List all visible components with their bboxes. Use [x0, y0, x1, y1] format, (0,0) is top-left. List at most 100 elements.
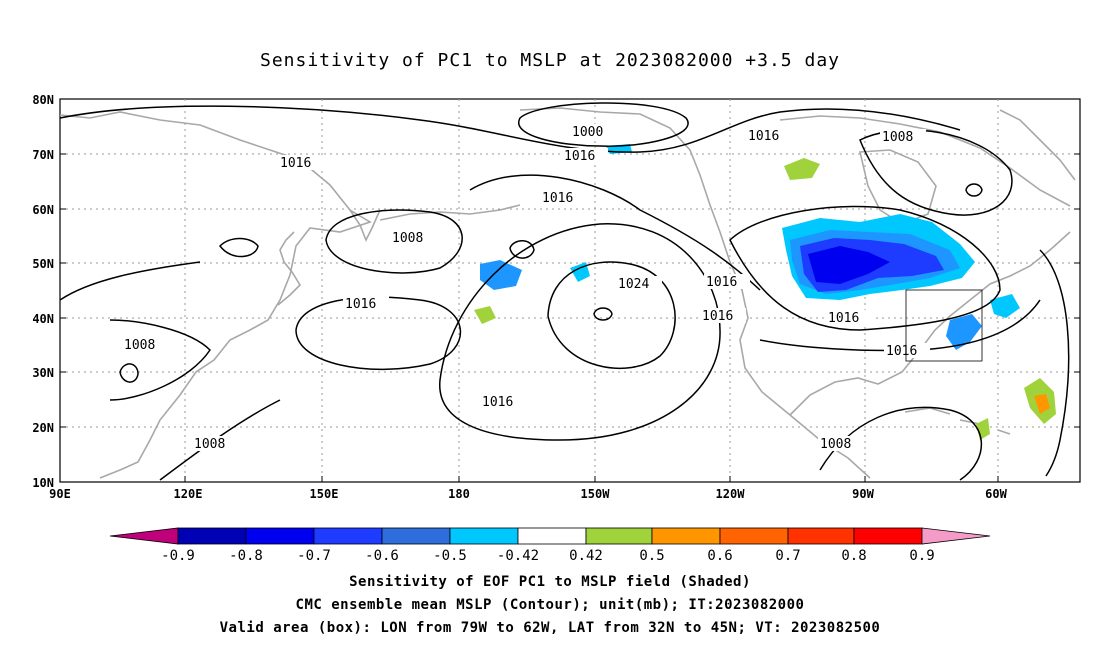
negative-sensitivity-atlantic: [990, 294, 1020, 318]
contour-label: 1008: [392, 231, 423, 246]
contour-label: 1016: [748, 129, 779, 144]
negative-sensitivity-pacific: [480, 260, 522, 290]
colorbar-bin: [517, 527, 587, 545]
contour-low-small-1: [593, 307, 613, 321]
lon-tick-label: 180: [448, 487, 470, 501]
colorbar-bin: [381, 527, 451, 545]
lon-tick-label: 120W: [716, 487, 746, 501]
contour-label: 1016: [828, 311, 859, 326]
contour-label: 1016: [542, 191, 573, 206]
japan-coast: [277, 231, 302, 306]
latitude-labels: 80N 70N 60N 50N 40N 30N 20N 10N: [32, 93, 54, 490]
lat-tick-label: 80N: [32, 93, 54, 107]
contour-label: 1000: [572, 125, 603, 140]
colorbar-label: 0.7: [775, 548, 800, 564]
colorbar-neg-end: [109, 527, 179, 545]
colorbar-label: 0.5: [639, 548, 664, 564]
caption-contour: CMC ensemble mean MSLP (Contour); unit(m…: [295, 597, 805, 613]
contour-label: 1016: [280, 156, 311, 171]
contour-1016-ridge: [469, 174, 761, 291]
lon-tick-label: 90W: [852, 487, 874, 501]
contour-1016-subtropical: [295, 296, 461, 371]
hudson-bay: [859, 149, 937, 225]
valid-area-box: [905, 289, 983, 362]
colorbar-bin: [245, 527, 315, 545]
lat-tick-label: 40N: [32, 312, 54, 326]
contour-label: 1008: [882, 130, 913, 145]
caption-valid-area: Valid area (box): LON from 79W to 62W, L…: [219, 620, 881, 636]
lat-tick-label: 60N: [32, 203, 54, 217]
contour-1008-mexico: [819, 406, 983, 481]
colorbar-bin: [787, 527, 855, 545]
sensitivity-shading: [474, 144, 1056, 440]
negative-sensitivity-east: [946, 314, 982, 350]
contour-labels: 1000 1016 1016 1008 1016 1008 1016 1024 …: [122, 124, 930, 452]
positive-sensitivity-atlantic-core: [1034, 394, 1050, 414]
lon-tick-label: 60W: [985, 487, 1007, 501]
lon-tick-label: 150E: [310, 487, 339, 501]
colorbar-label: 0.9: [909, 548, 934, 564]
negative-sensitivity-small-1: [570, 262, 590, 282]
colorbar: -0.9 -0.8 -0.7 -0.6 -0.5 -0.42 0.42 0.5 …: [109, 527, 991, 564]
contour-label: 1008: [124, 338, 155, 353]
contour-1016-west: [59, 261, 201, 301]
positive-sensitivity-pacific: [474, 306, 496, 324]
colorbar-label: -0.9: [161, 548, 195, 564]
lat-tick-label: 50N: [32, 257, 54, 271]
colorbar-label: 0.8: [841, 548, 866, 564]
kamchatka-coast: [349, 209, 381, 242]
contour-low-small-4: [509, 240, 535, 259]
alaska-coast: [519, 107, 731, 263]
contour-label: 1016: [564, 149, 595, 164]
lat-tick-label: 20N: [32, 421, 54, 435]
contour-lows-east-asia: [219, 237, 259, 258]
colorbar-label: 0.6: [707, 548, 732, 564]
colorbar-label: -0.8: [229, 548, 263, 564]
lat-tick-label: 30N: [32, 366, 54, 380]
colorbar-pos-end: [921, 527, 991, 545]
caption-shading: Sensitivity of EOF PC1 to MSLP field (Sh…: [349, 574, 751, 590]
contour-label: 1008: [194, 437, 225, 452]
map-panel: 1000 1016 1016 1008 1016 1008 1016 1024 …: [32, 93, 1081, 501]
greenland-coast: [999, 109, 1076, 181]
colorbar-bin: [585, 527, 653, 545]
contour-label: 1016: [345, 297, 376, 312]
lon-tick-label: 120E: [174, 487, 203, 501]
contour-label: 1016: [482, 395, 513, 410]
negative-sensitivity-peak: [808, 246, 890, 284]
contour-label: 1008: [820, 437, 851, 452]
contour-label: 1016: [706, 275, 737, 290]
map-frame: [59, 98, 1081, 483]
contour-1008-east-asia: [109, 319, 211, 401]
colorbar-bin: [313, 527, 383, 545]
colorbar-label: -0.42: [497, 548, 539, 564]
contour-label: 1016: [886, 344, 917, 359]
tick-marks: [60, 98, 1080, 483]
colorbar-label: -0.7: [297, 548, 331, 564]
colorbar-bin: [177, 527, 247, 545]
contour-1000-arctic: [517, 102, 689, 147]
contour-low-small-2: [119, 363, 139, 383]
map-title: Sensitivity of PC1 to MSLP at 2023082000…: [259, 50, 840, 71]
contour-1008-greenland: [859, 129, 1013, 216]
colorbar-label: 0.42: [569, 548, 603, 564]
contour-label: 1024: [618, 277, 649, 292]
contour-1016-atlantic: [1039, 249, 1070, 477]
lat-tick-label: 70N: [32, 148, 54, 162]
contour-low-small-3: [965, 183, 983, 197]
lon-tick-label: 90E: [49, 487, 71, 501]
contour-1008-bering: [325, 209, 463, 274]
lon-tick-label: 150W: [581, 487, 611, 501]
colorbar-label: -0.6: [365, 548, 399, 564]
colorbar-bin: [853, 527, 923, 545]
contour-1008-canada: [729, 205, 1001, 331]
lat-tick-label: 10N: [32, 476, 54, 490]
colorbar-bin: [719, 527, 789, 545]
gulf-coast: [789, 231, 1071, 416]
longitude-labels: 90E 120E 150E 180 150W 120W 90W 60W: [49, 487, 1007, 501]
asia-coast: [59, 111, 372, 479]
positive-sensitivity-arctic: [784, 158, 820, 180]
contour-label: 1016: [702, 309, 733, 324]
aleutian-arc: [379, 204, 521, 221]
